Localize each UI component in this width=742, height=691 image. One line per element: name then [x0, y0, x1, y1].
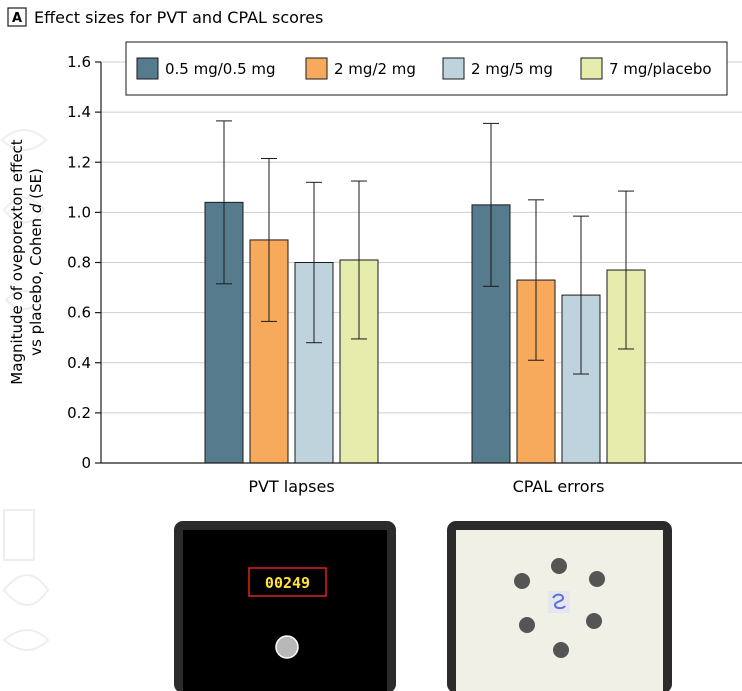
pvt-counter-box [248, 567, 327, 597]
cpal-location-dot [586, 613, 602, 629]
cpal-location-dot [551, 558, 567, 574]
legend-swatch [136, 57, 159, 80]
legend-label: 0.5 mg/0.5 mg [165, 60, 276, 78]
legend-label: 2 mg/5 mg [471, 60, 553, 78]
y-tick-label: 1.6 [67, 53, 91, 71]
legend-label: 2 mg/2 mg [334, 60, 416, 78]
pvt-stimulus-button [275, 635, 299, 659]
gridlines [101, 61, 742, 414]
legend: 0.5 mg/0.5 mg 2 mg/2 mg 2 mg/5 mg 7 mg/plac… [125, 41, 728, 96]
pvt-counter: 00249 [265, 574, 310, 592]
panel-letter: A [12, 11, 22, 26]
y-axis-title-line1: Magnitude of oveporexton effect [8, 139, 26, 384]
cpal-location-dot [589, 571, 605, 587]
y-axis-title: Magnitude of oveporexton effect vs place… [8, 139, 45, 384]
cpal-location-dot [519, 617, 535, 633]
pvt-tablet-screen [183, 530, 387, 691]
cpal-location-dot [553, 642, 569, 658]
x-category-label: CPAL errors [513, 477, 605, 496]
y-axis-title-line2: vs placebo, Cohen d (SE) [27, 168, 45, 356]
legend-box [125, 41, 728, 96]
x-category-label: PVT lapses [248, 477, 334, 496]
y-tick-label: 0.2 [67, 404, 91, 422]
panel-header: A Effect sizes for PVT and CPAL scores [7, 7, 323, 27]
y-axis-title-prefix: vs placebo, Cohen [27, 218, 45, 356]
spiral-icon [552, 593, 566, 610]
y-tick-label: 0 [81, 454, 91, 472]
y-axis: 0 0.2 0.4 0.6 0.8 1.0 1.2 1.4 1.6 [67, 53, 102, 472]
error-bars [216, 120, 634, 375]
legend-label: 7 mg/placebo [609, 60, 712, 78]
y-tick-label: 1.2 [67, 153, 91, 171]
legend-swatch [442, 57, 465, 80]
y-tick-label: 0.6 [67, 304, 91, 322]
legend-swatch [305, 57, 328, 80]
y-tick-label: 0.4 [67, 354, 91, 372]
cpal-task-illustration [447, 521, 672, 691]
legend-swatch [580, 57, 603, 80]
panel-letter-box [7, 7, 27, 27]
y-axis-title-suffix: (SE) [27, 168, 45, 199]
panel-title: Effect sizes for PVT and CPAL scores [34, 8, 323, 27]
background-watermark [0, 129, 50, 651]
cpal-location-dot [514, 573, 530, 589]
y-tick-label: 1.0 [67, 203, 91, 221]
pvt-task-illustration: 00249 [174, 521, 396, 691]
y-axis-title-italic: d [27, 203, 45, 213]
bars [204, 201, 646, 464]
x-axis-labels: PVT lapses CPAL errors [248, 477, 604, 496]
y-tick-label: 0.8 [67, 254, 91, 272]
y-tick-label: 1.4 [67, 103, 91, 121]
